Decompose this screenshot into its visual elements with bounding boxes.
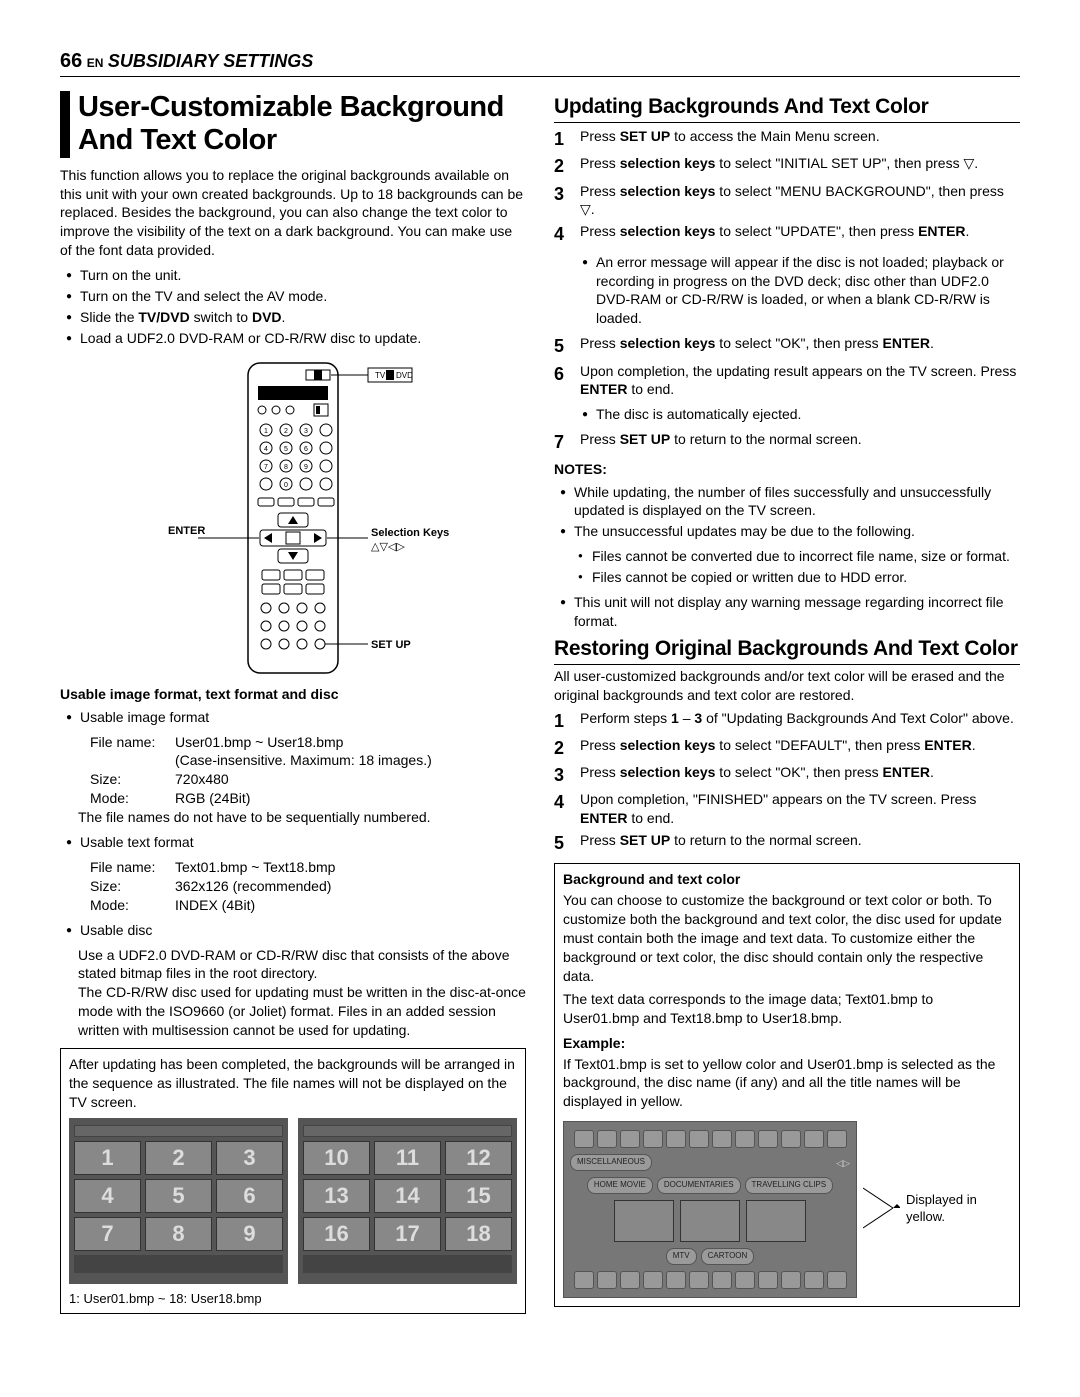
main-title: User-Customizable Background And Text Co… (78, 91, 526, 158)
prep-item: Slide the TV/DVD switch to DVD. (66, 308, 526, 327)
grid-cell: 1 (74, 1141, 141, 1175)
svg-text:△▽◁▷: △▽◁▷ (371, 541, 405, 553)
grid-cell: 4 (74, 1179, 141, 1213)
grid-cell: 10 (303, 1141, 370, 1175)
svg-text:5: 5 (284, 446, 288, 453)
svg-text:9: 9 (304, 464, 308, 471)
step4-note: An error message will appear if the disc… (582, 253, 1020, 329)
intro-paragraph: This function allows you to replace the … (60, 166, 526, 260)
page-header: 66 EN SUBSIDIARY SETTINGS (60, 50, 1020, 77)
grid-panel-b: 101112 131415 161718 (298, 1118, 517, 1284)
grid-panel-a: 123 456 789 (69, 1118, 288, 1284)
restore-steps: 1Perform steps 1 – 3 of "Updating Backgr… (554, 709, 1020, 856)
step6-note: The disc is automatically ejected. (582, 405, 1020, 424)
box-p2: The text data corresponds to the image d… (563, 990, 1011, 1028)
example-text: If Text01.bmp is set to yellow color and… (563, 1055, 1011, 1112)
manual-page: 66 EN SUBSIDIARY SETTINGS User-Customiza… (0, 0, 1080, 1354)
bg-text-color-box: Background and text color You can choose… (554, 863, 1020, 1306)
prep-item: Turn on the TV and select the AV mode. (66, 287, 526, 306)
remote-diagram: 1 2 3 4 5 6 7 8 9 0 (60, 358, 526, 678)
svg-text:3: 3 (304, 428, 308, 435)
enter-label: ENTER (168, 525, 205, 537)
usable-text-head: Usable text format (66, 833, 526, 852)
grid-cell: 5 (145, 1179, 212, 1213)
grid-cell: 18 (445, 1217, 512, 1251)
svg-text:4: 4 (264, 446, 268, 453)
grid-cell: 3 (216, 1141, 283, 1175)
lang-code: EN (87, 56, 104, 70)
usable-heading: Usable image format, text format and dis… (60, 686, 526, 702)
left-column: User-Customizable Background And Text Co… (60, 91, 526, 1314)
prep-item: Load a UDF2.0 DVD-RAM or CD-R/RW disc to… (66, 329, 526, 348)
section-name: SUBSIDIARY SETTINGS (108, 51, 313, 71)
svg-text:0: 0 (284, 482, 288, 489)
frame-caption: 1: User01.bmp ~ 18: User18.bmp (69, 1290, 517, 1308)
grid-cell: 12 (445, 1141, 512, 1175)
selection-keys-label: Selection Keys (371, 527, 449, 539)
svg-text:1: 1 (264, 428, 268, 435)
notes-list: While updating, the number of files succ… (554, 483, 1020, 542)
grid-cell: 6 (216, 1179, 283, 1213)
prep-item: Turn on the unit. (66, 266, 526, 285)
grid-cell: 16 (303, 1217, 370, 1251)
grid-cell: 17 (374, 1217, 441, 1251)
main-title-block: User-Customizable Background And Text Co… (60, 91, 526, 158)
usable-image-head: Usable image format (66, 708, 526, 727)
grid-cell: 9 (216, 1217, 283, 1251)
svg-text:2: 2 (284, 428, 288, 435)
prep-list: Turn on the unit. Turn on the TV and sel… (60, 266, 526, 348)
right-column: Updating Backgrounds And Text Color 1Pre… (554, 91, 1020, 1314)
box-heading: Background and text color (563, 870, 1011, 889)
example-illustration: MISCELLANEOUS ◁▷ HOME MOVIE DOCUMENTARIE… (563, 1121, 857, 1297)
page-number: 66 (60, 50, 82, 72)
frame-text: After updating has been completed, the b… (69, 1055, 517, 1112)
svg-text:8: 8 (284, 464, 288, 471)
title-bar (60, 91, 70, 158)
grid-cell: 7 (74, 1217, 141, 1251)
svg-text:6: 6 (304, 446, 308, 453)
grid-preview: 123456789 101112131415161718 (69, 1118, 517, 1284)
grid-cell: 2 (145, 1141, 212, 1175)
usable-image-specs: File name:User01.bmp ~ User18.bmp (Case-… (90, 733, 526, 809)
svg-text:DVD: DVD (396, 371, 413, 380)
grid-cell: 13 (303, 1179, 370, 1213)
notes-heading: NOTES: (554, 461, 1020, 477)
grid-cell: 14 (374, 1179, 441, 1213)
updating-title: Updating Backgrounds And Text Color (554, 95, 1020, 123)
notes-sublist: Files cannot be converted due to incorre… (572, 547, 1020, 587)
restore-intro: All user-customized backgrounds and/or t… (554, 667, 1020, 705)
usable-text-specs: File name:Text01.bmp ~ Text18.bmp Size:3… (90, 858, 526, 915)
grid-cell: 15 (445, 1179, 512, 1213)
setup-label: SET UP (371, 639, 411, 651)
callout-arrow-icon (863, 1178, 900, 1238)
svg-text:7: 7 (264, 464, 268, 471)
usable-disc-head: Usable disc (66, 921, 526, 940)
example-heading: Example: (563, 1034, 1011, 1053)
callout-text: Displayed in yellow. (906, 1191, 1011, 1226)
box-p1: You can choose to customize the backgrou… (563, 891, 1011, 985)
usable-list: Usable image format (60, 708, 526, 727)
restoring-title: Restoring Original Backgrounds And Text … (554, 637, 1020, 665)
grid-cell: 8 (145, 1217, 212, 1251)
svg-text:TV: TV (375, 371, 386, 380)
usable-image-note: The file names do not have to be sequent… (78, 808, 526, 827)
grid-cell: 11 (374, 1141, 441, 1175)
sequence-frame: After updating has been completed, the b… (60, 1048, 526, 1314)
update-steps: 1Press SET UP to access the Main Menu sc… (554, 127, 1020, 455)
usable-disc-text: Use a UDF2.0 DVD-RAM or CD-R/RW disc tha… (78, 946, 526, 1040)
